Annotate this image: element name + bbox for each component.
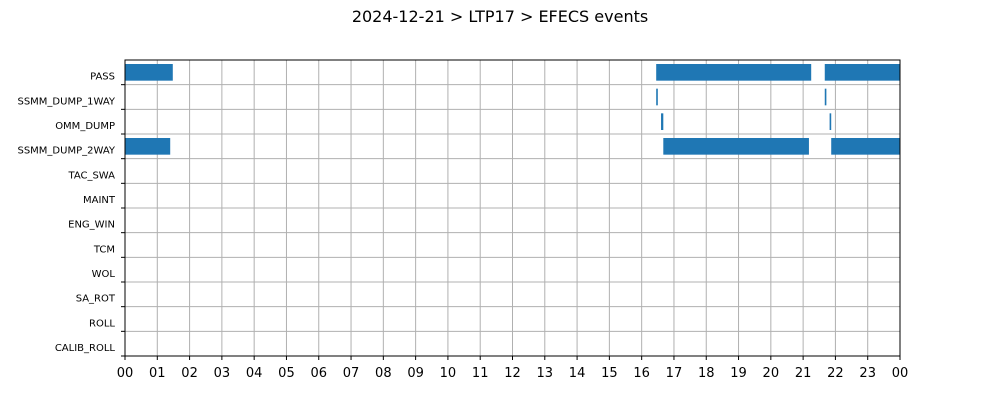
y-tick-label: TAC_SWA [67, 170, 115, 181]
y-axis: PASS SSMM_DUMP_1WAY OMM_DUMP SSMM_DUMP_2WAY… [17, 72, 125, 357]
x-tick-label: 12 [504, 366, 521, 381]
y-tick-label: SSMM_DUMP_1WAY [17, 96, 115, 107]
x-tick-label: 00 [117, 366, 134, 381]
event-bar [663, 138, 809, 155]
x-tick-label: 15 [601, 366, 618, 381]
x-tick-label: 21 [795, 366, 812, 381]
x-tick-label: 06 [310, 366, 327, 381]
y-tick-label: ROLL [89, 318, 115, 329]
x-tick-label: 04 [246, 366, 263, 381]
x-tick-label: 09 [407, 366, 424, 381]
x-tick-label: 08 [375, 366, 392, 381]
plot-frame [124, 59, 901, 357]
x-tick-label: 16 [633, 366, 650, 381]
y-tick-label: WOL [92, 269, 116, 280]
x-axis: 00 01 02 03 04 05 06 07 08 09 10 11 12 13 14 15 16 17 18 19… [117, 356, 909, 381]
chart-title: 2024-12-21 > LTP17 > EFECS events [352, 7, 648, 26]
event-bars [125, 64, 900, 155]
x-tick-label: 07 [343, 366, 360, 381]
x-tick-label: 20 [763, 366, 780, 381]
x-tick-label: 13 [537, 366, 554, 381]
x-tick-label: 14 [569, 366, 586, 381]
x-tick-label: 10 [440, 366, 457, 381]
event-bar [824, 64, 900, 81]
gridlines [124, 60, 901, 356]
event-bar [125, 64, 173, 81]
y-tick-label: TCM [93, 244, 115, 255]
x-tick-label: 01 [149, 366, 166, 381]
x-tick-label: 03 [214, 366, 231, 381]
y-tick-label: SA_ROT [76, 294, 116, 305]
y-tick-label: MAINT [83, 195, 116, 206]
y-tick-label: CALIB_ROLL [55, 343, 116, 354]
event-bar [824, 88, 827, 106]
x-tick-label: 02 [181, 366, 198, 381]
event-bar [829, 113, 832, 130]
y-tick-label: ENG_WIN [68, 220, 115, 231]
x-tick-label: 22 [827, 366, 844, 381]
event-bar [656, 64, 812, 81]
x-tick-label: 18 [698, 366, 715, 381]
x-tick-label: 23 [859, 366, 876, 381]
x-tick-label: 05 [278, 366, 295, 381]
x-tick-label: 19 [730, 366, 747, 381]
event-bar [661, 113, 664, 130]
x-tick-label: 11 [472, 366, 489, 381]
x-tick-label: 17 [666, 366, 683, 381]
event-bar [656, 88, 658, 106]
y-tick-label: PASS [90, 72, 115, 83]
y-tick-label: OMM_DUMP [55, 121, 115, 132]
x-tick-label: 00 [892, 366, 909, 381]
event-bar [125, 138, 171, 155]
y-tick-label: SSMM_DUMP_2WAY [17, 146, 115, 157]
event-bar [831, 138, 900, 155]
